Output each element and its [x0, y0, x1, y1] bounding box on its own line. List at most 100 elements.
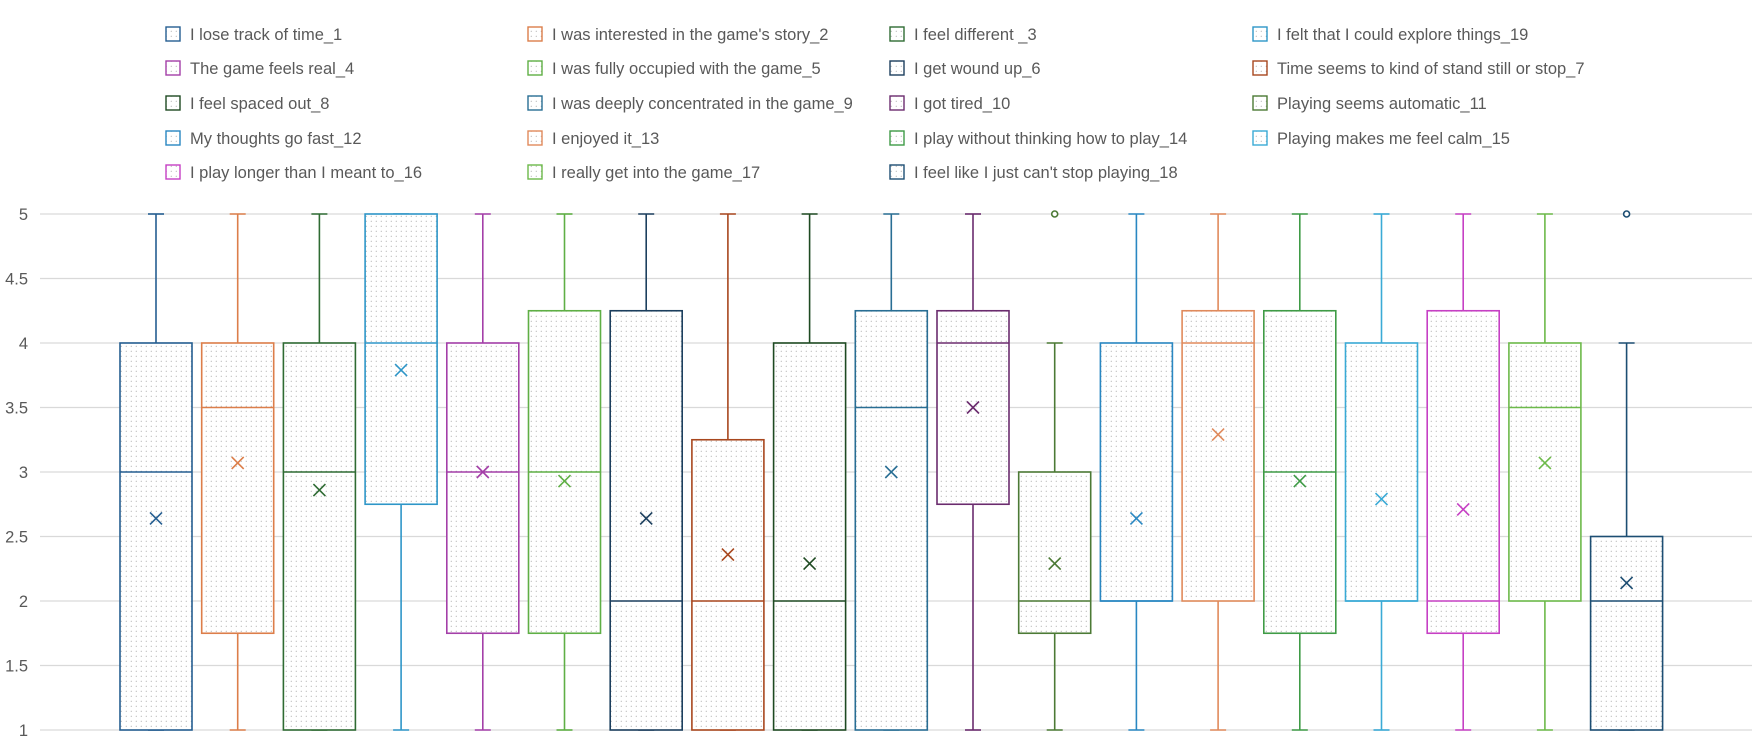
iqr-box [119, 342, 193, 731]
legend-item: My thoughts go fast_12 [165, 130, 362, 148]
y-axis: 1 1.5 2 2.5 3 3.5 4 4.5 5 [5, 206, 28, 740]
iqr-box [1426, 309, 1500, 635]
iqr-box [1344, 342, 1419, 602]
mean-marker [1620, 576, 1634, 590]
legend-item: I felt that I could explore things_19 [1252, 26, 1528, 44]
legend-swatch [527, 164, 543, 180]
iqr-box [854, 309, 929, 731]
legend-item: I was fully occupied with the game_5 [527, 60, 821, 78]
box-9 [772, 213, 847, 731]
box-13 [1099, 213, 1174, 731]
legend-label: I lose track of time_1 [190, 26, 342, 44]
box-1 [119, 213, 193, 731]
iqr-box [1508, 342, 1582, 602]
box-10 [854, 213, 929, 731]
legend-item: I really get into the game_17 [527, 164, 760, 182]
legend-item: I lose track of time_1 [165, 26, 342, 44]
legend-item: I got tired_10 [889, 95, 1010, 113]
box-15 [1263, 213, 1337, 731]
iqr-box [1181, 309, 1255, 602]
plot-area [119, 210, 1664, 731]
legend-label: I play longer than I meant to_16 [190, 164, 422, 182]
mean-marker [884, 465, 898, 479]
y-tick-label: 2 [19, 593, 28, 611]
box-2 [200, 213, 275, 731]
mean-marker [1456, 502, 1470, 516]
mean-marker [312, 483, 326, 497]
legend-swatch [1252, 95, 1268, 111]
legend-label: My thoughts go fast_12 [190, 130, 362, 148]
legend-label: Playing makes me feel calm_15 [1277, 130, 1510, 148]
legend-swatch [889, 164, 905, 180]
box-3 [282, 213, 357, 731]
legend-label: Time seems to kind of stand still or sto… [1277, 60, 1585, 78]
y-tick-label: 3.5 [5, 400, 28, 418]
legend-swatch [889, 26, 905, 42]
legend-swatch [889, 130, 905, 146]
legend-label: I was deeply concentrated in the game_9 [552, 95, 853, 113]
legend-label: I feel like I just can't stop playing_18 [914, 164, 1178, 182]
mean-marker [1293, 474, 1307, 488]
legend-label: I was fully occupied with the game_5 [552, 60, 821, 78]
legend-label: I get wound up_6 [914, 60, 1041, 78]
legend-label: Playing seems automatic_11 [1277, 95, 1487, 113]
iqr-box [1099, 342, 1174, 602]
legend-label: The game feels real_4 [190, 60, 354, 78]
iqr-box [445, 342, 520, 635]
legend-item: I feel spaced out_8 [165, 95, 329, 113]
mean-marker [1129, 511, 1143, 526]
mean-marker [1211, 428, 1225, 442]
box-12 [1017, 210, 1092, 731]
mean-marker [721, 547, 735, 562]
box-8 [691, 213, 765, 731]
legend-label: I got tired_10 [914, 95, 1010, 113]
legend-item: I enjoyed it_13 [527, 130, 659, 148]
y-tick-label: 1.5 [5, 658, 28, 676]
iqr-box [1017, 471, 1092, 635]
legend-swatch [165, 130, 181, 146]
legend-swatch [527, 60, 543, 76]
mean-marker [803, 557, 817, 571]
legend-item: Playing makes me feel calm_15 [1252, 130, 1510, 148]
legend-label: I feel different _3 [914, 26, 1037, 44]
outlier-point [1050, 210, 1059, 218]
y-tick-label: 5 [19, 206, 28, 224]
legend-item: I play longer than I meant to_16 [165, 164, 422, 182]
legend-item: I feel like I just can't stop playing_18 [889, 164, 1178, 182]
legend-item: I was deeply concentrated in the game_9 [527, 95, 853, 113]
iqr-box [1589, 535, 1664, 731]
mean-marker [557, 474, 572, 488]
legend-label: I play without thinking how to play_14 [914, 130, 1187, 148]
iqr-box [282, 342, 357, 731]
legend-item: The game feels real_4 [165, 60, 354, 78]
y-tick-label: 4.5 [5, 271, 28, 289]
legend-swatch [165, 26, 181, 42]
legend: I lose track of time_1 I was interested i… [165, 26, 1585, 182]
legend-item: I get wound up_6 [889, 60, 1041, 78]
iqr-box [364, 213, 438, 506]
y-tick-label: 1 [19, 722, 28, 740]
mean-marker [1048, 557, 1062, 571]
legend-label: I really get into the game_17 [552, 164, 760, 182]
box-17 [1426, 213, 1500, 731]
box-7 [609, 213, 684, 731]
legend-item: Time seems to kind of stand still or sto… [1252, 60, 1585, 78]
box-6 [527, 213, 602, 731]
legend-swatch [1252, 60, 1268, 76]
iqr-box [691, 438, 765, 731]
legend-item: I was interested in the game's story_2 [527, 26, 828, 44]
box-14 [1181, 213, 1255, 731]
legend-swatch [889, 60, 905, 76]
mean-marker [394, 363, 408, 377]
iqr-box [200, 342, 275, 635]
box-4 [364, 213, 438, 731]
box-16 [1344, 213, 1419, 731]
mean-marker [231, 456, 245, 470]
legend-label: I was interested in the game's story_2 [552, 26, 828, 44]
y-tick-label: 2.5 [5, 529, 28, 547]
y-tick-label: 4 [19, 335, 28, 353]
legend-swatch [527, 130, 543, 146]
outlier-point [1622, 210, 1631, 218]
legend-swatch [527, 95, 543, 111]
